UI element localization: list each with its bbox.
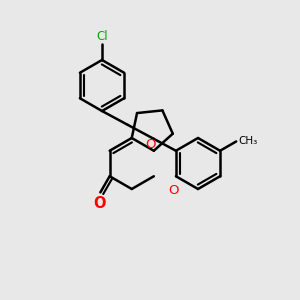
Text: O: O [94,196,106,211]
Text: Cl: Cl [96,30,108,43]
Text: O: O [169,184,179,197]
Text: CH₃: CH₃ [238,136,257,146]
Text: O: O [146,138,156,151]
